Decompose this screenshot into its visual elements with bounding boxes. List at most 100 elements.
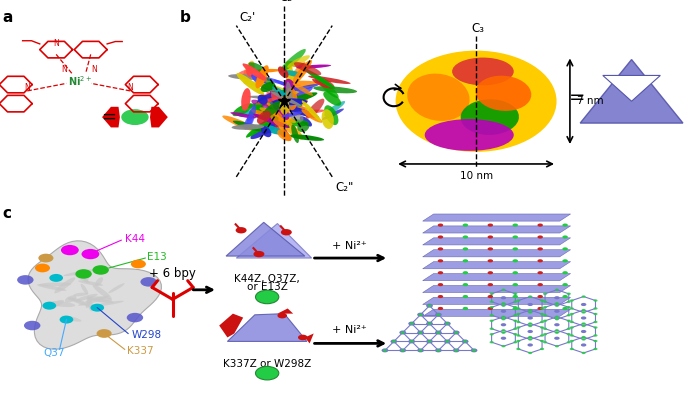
Circle shape <box>516 313 521 315</box>
Text: + Ni²⁺: + Ni²⁺ <box>332 241 366 251</box>
Polygon shape <box>227 314 307 341</box>
Ellipse shape <box>277 129 292 141</box>
Text: C₂: C₂ <box>279 0 292 4</box>
Circle shape <box>593 313 597 315</box>
Circle shape <box>488 271 493 274</box>
Circle shape <box>75 269 92 279</box>
Circle shape <box>90 304 104 312</box>
Circle shape <box>408 339 415 343</box>
Ellipse shape <box>278 104 319 118</box>
Circle shape <box>399 331 406 335</box>
Circle shape <box>581 316 586 320</box>
Ellipse shape <box>93 301 124 306</box>
Circle shape <box>38 254 53 262</box>
Ellipse shape <box>246 67 253 77</box>
Circle shape <box>501 316 506 318</box>
Text: E13: E13 <box>147 252 167 262</box>
Ellipse shape <box>452 58 514 85</box>
Circle shape <box>562 259 568 262</box>
Ellipse shape <box>273 94 288 108</box>
Ellipse shape <box>304 68 336 89</box>
Circle shape <box>281 229 292 235</box>
Ellipse shape <box>271 91 285 106</box>
Ellipse shape <box>262 100 282 115</box>
Circle shape <box>566 306 571 308</box>
Ellipse shape <box>290 84 319 91</box>
Text: 10 nm: 10 nm <box>460 171 493 181</box>
Ellipse shape <box>275 123 291 141</box>
Polygon shape <box>423 214 571 221</box>
Ellipse shape <box>78 296 109 306</box>
Ellipse shape <box>62 316 82 322</box>
Circle shape <box>24 321 40 330</box>
Circle shape <box>131 260 146 268</box>
Ellipse shape <box>242 61 255 84</box>
Circle shape <box>427 304 432 307</box>
Circle shape <box>512 283 518 286</box>
Ellipse shape <box>68 298 90 306</box>
Circle shape <box>417 313 424 317</box>
Text: N: N <box>127 83 133 92</box>
Circle shape <box>512 295 518 298</box>
Circle shape <box>82 249 99 259</box>
Polygon shape <box>423 250 571 257</box>
Ellipse shape <box>278 117 303 140</box>
Ellipse shape <box>223 116 258 132</box>
Ellipse shape <box>262 101 283 118</box>
Circle shape <box>401 349 405 352</box>
Circle shape <box>236 227 247 233</box>
Circle shape <box>528 322 532 325</box>
Circle shape <box>438 307 443 310</box>
Ellipse shape <box>37 284 66 291</box>
Circle shape <box>528 309 532 311</box>
Ellipse shape <box>257 92 275 103</box>
Circle shape <box>554 337 560 340</box>
Ellipse shape <box>277 95 298 109</box>
Text: W298: W298 <box>132 330 162 341</box>
Text: K44Z, Q37Z,: K44Z, Q37Z, <box>234 274 300 285</box>
Ellipse shape <box>266 91 295 98</box>
Ellipse shape <box>284 70 303 77</box>
Circle shape <box>540 313 544 315</box>
Ellipse shape <box>250 69 281 73</box>
Ellipse shape <box>313 86 357 93</box>
Circle shape <box>438 235 443 239</box>
Ellipse shape <box>76 294 98 301</box>
Circle shape <box>538 307 543 310</box>
Circle shape <box>121 109 149 125</box>
Circle shape <box>435 349 442 353</box>
Ellipse shape <box>88 296 112 302</box>
Circle shape <box>438 283 443 286</box>
Ellipse shape <box>279 88 298 92</box>
Ellipse shape <box>238 110 255 117</box>
Ellipse shape <box>279 116 288 132</box>
Circle shape <box>512 307 518 310</box>
Text: N: N <box>91 65 97 74</box>
Circle shape <box>382 349 388 353</box>
Ellipse shape <box>65 295 77 303</box>
Ellipse shape <box>258 76 289 86</box>
Text: N: N <box>53 39 59 48</box>
Ellipse shape <box>278 103 305 110</box>
Ellipse shape <box>256 104 266 118</box>
Ellipse shape <box>322 108 344 120</box>
Ellipse shape <box>279 92 294 109</box>
Text: C₃: C₃ <box>471 21 484 35</box>
Circle shape <box>566 333 571 335</box>
Circle shape <box>582 311 586 314</box>
Circle shape <box>454 349 458 352</box>
Polygon shape <box>150 107 168 127</box>
Ellipse shape <box>287 62 306 83</box>
Circle shape <box>60 316 73 324</box>
Circle shape <box>582 295 586 298</box>
Ellipse shape <box>301 109 323 123</box>
Circle shape <box>438 295 443 298</box>
Ellipse shape <box>244 81 284 90</box>
Text: K337Z or W298Z: K337Z or W298Z <box>223 359 311 369</box>
Ellipse shape <box>321 109 334 129</box>
Circle shape <box>462 235 468 239</box>
Circle shape <box>562 235 568 239</box>
Ellipse shape <box>244 114 253 129</box>
Ellipse shape <box>288 85 306 98</box>
Text: b: b <box>180 10 191 25</box>
